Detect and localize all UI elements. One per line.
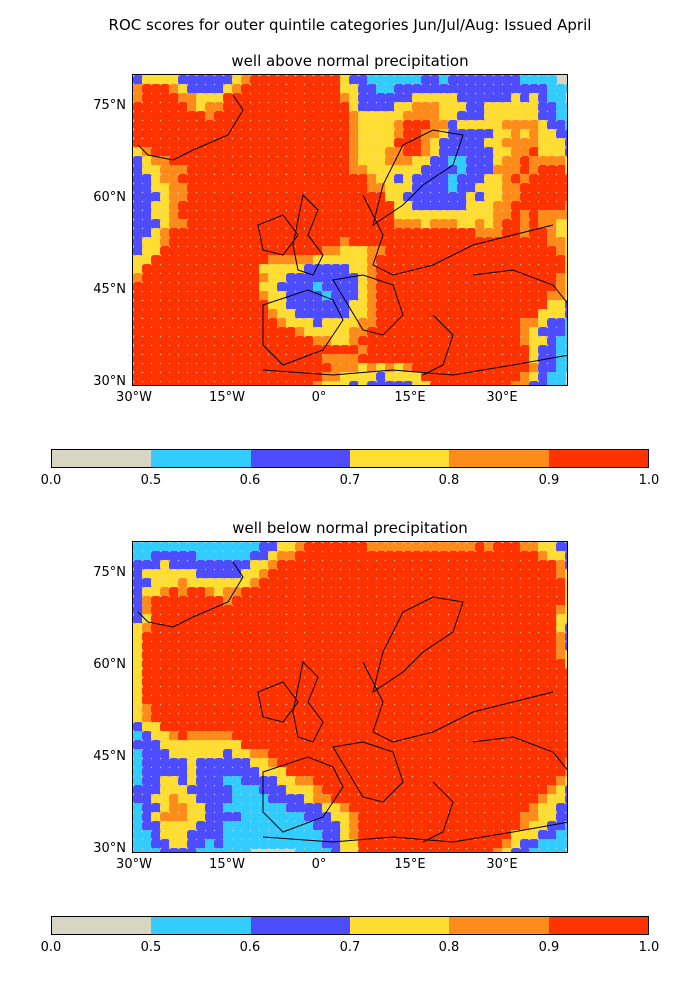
lon-label-0: 0° bbox=[311, 390, 327, 405]
colorbar-tick: 0.0 bbox=[40, 940, 62, 955]
lat-label-30n: 30°N bbox=[93, 374, 126, 389]
lat-label-30n: 30°N bbox=[93, 841, 126, 856]
lat-label-60n: 60°N bbox=[93, 190, 126, 205]
lon-label-30w: 30°W bbox=[116, 857, 152, 872]
lat-label-45n: 45°N bbox=[93, 749, 126, 764]
lat-label-75n: 75°N bbox=[93, 98, 126, 113]
colorbar-segment bbox=[548, 450, 648, 467]
colorbar-tick: 0.6 bbox=[239, 940, 261, 955]
colorbar bbox=[51, 916, 649, 935]
colorbar-tick: 0.0 bbox=[40, 473, 62, 488]
colorbar-tick: 0.7 bbox=[339, 473, 361, 488]
colorbar-segment bbox=[52, 450, 152, 467]
lat-label-75n: 75°N bbox=[93, 565, 126, 580]
colorbar-tick: 0.7 bbox=[339, 940, 361, 955]
colorbar-tick: 0.9 bbox=[538, 473, 560, 488]
colorbar-segment bbox=[151, 450, 251, 467]
colorbar-tick: 0.8 bbox=[438, 940, 460, 955]
roc-map-below bbox=[132, 541, 568, 853]
roc-contour-map bbox=[133, 542, 567, 852]
colorbar-segment bbox=[548, 917, 648, 934]
roc-map-above bbox=[132, 74, 568, 386]
figure-title: ROC scores for outer quintile categories… bbox=[108, 16, 592, 34]
colorbar-tick: 1.0 bbox=[638, 940, 660, 955]
lon-label-15e: 15°E bbox=[394, 857, 426, 872]
colorbar-tick: 0.9 bbox=[538, 940, 560, 955]
lon-label-30e: 30°E bbox=[486, 390, 518, 405]
lon-label-30w: 30°W bbox=[116, 390, 152, 405]
lat-label-45n: 45°N bbox=[93, 282, 126, 297]
colorbar-segment bbox=[151, 917, 251, 934]
lat-label-60n: 60°N bbox=[93, 657, 126, 672]
panel-subtitle: well below normal precipitation bbox=[232, 519, 468, 537]
colorbar-tick: 0.6 bbox=[239, 473, 261, 488]
lon-label-15w: 15°W bbox=[209, 390, 245, 405]
panel-subtitle: well above normal precipitation bbox=[231, 52, 469, 70]
colorbar-segment bbox=[250, 450, 350, 467]
colorbar-tick: 0.8 bbox=[438, 473, 460, 488]
colorbar-segment bbox=[52, 917, 152, 934]
lon-label-15w: 15°W bbox=[209, 857, 245, 872]
lon-label-30e: 30°E bbox=[486, 857, 518, 872]
colorbar-tick: 1.0 bbox=[638, 473, 660, 488]
colorbar-segment bbox=[250, 917, 350, 934]
lon-label-15e: 15°E bbox=[394, 390, 426, 405]
colorbar-tick: 0.5 bbox=[140, 473, 162, 488]
colorbar-segment bbox=[349, 917, 450, 934]
roc-contour-map bbox=[133, 75, 567, 385]
colorbar-segment bbox=[449, 450, 549, 467]
colorbar-segment bbox=[349, 450, 450, 467]
colorbar bbox=[51, 449, 649, 468]
colorbar-tick: 0.5 bbox=[140, 940, 162, 955]
lon-label-0: 0° bbox=[311, 857, 327, 872]
colorbar-segment bbox=[449, 917, 549, 934]
